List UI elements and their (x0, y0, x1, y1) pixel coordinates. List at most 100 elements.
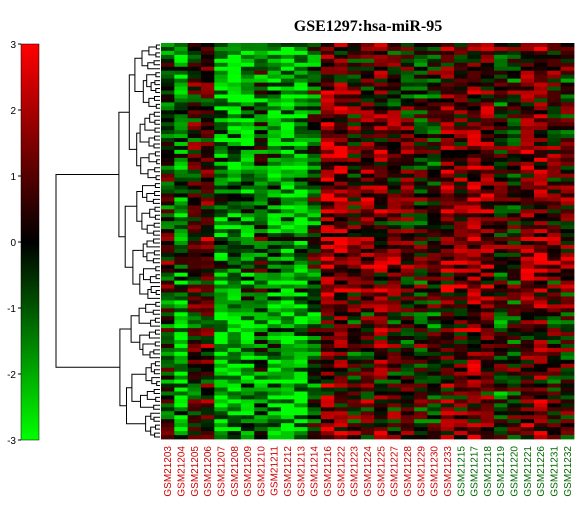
heatmap-cell (454, 288, 468, 293)
heatmap-cell (467, 70, 482, 76)
heatmap-cell (347, 296, 362, 301)
heatmap-cell (467, 50, 482, 56)
heatmap-cell (534, 106, 548, 111)
heatmap-cell (214, 130, 229, 135)
heatmap-cell (547, 328, 562, 333)
heatmap-cell (547, 142, 562, 147)
heatmap-cell (254, 316, 268, 321)
heatmap-cell (347, 379, 362, 384)
heatmap-cell (214, 355, 229, 361)
heatmap-cell (414, 435, 428, 440)
heatmap-cell (507, 347, 522, 353)
heatmap-cell (347, 197, 362, 202)
heatmap-cell (240, 264, 255, 270)
heatmap-cell (280, 363, 295, 369)
heatmap-cell (334, 316, 348, 321)
heatmap-cell (400, 193, 415, 198)
heatmap-cell (280, 221, 295, 226)
heatmap-cell (480, 43, 495, 48)
heatmap-cell (254, 149, 268, 155)
heatmap-cell (227, 110, 242, 115)
heatmap-cell (267, 268, 282, 274)
heatmap-cell (174, 145, 189, 151)
heatmap-cell (440, 110, 455, 115)
heatmap-cell (227, 130, 242, 135)
heatmap-cell (200, 86, 215, 91)
heatmap-cell (454, 292, 468, 297)
heatmap-cell (254, 363, 268, 369)
heatmap-cell (534, 173, 548, 179)
heatmap-cell (454, 260, 468, 266)
heatmap-cell (374, 427, 388, 432)
heatmap-cell (227, 308, 242, 313)
heatmap-cell (454, 118, 468, 123)
heatmap-cell (467, 90, 482, 95)
heatmap-cell (254, 419, 268, 424)
heatmap-cell (347, 284, 362, 289)
heatmap-cell (507, 324, 522, 329)
heatmap-cell (240, 106, 255, 111)
heatmap-cell (200, 383, 215, 388)
heatmap-cell (547, 114, 562, 119)
heatmap-cell (560, 149, 575, 155)
heatmap-cell (161, 288, 175, 293)
heatmap-cell (494, 126, 508, 131)
heatmap-cell (267, 304, 282, 309)
heatmap-cell (520, 94, 535, 99)
heatmap-cell (294, 280, 308, 285)
heatmap-cell (387, 419, 402, 424)
heatmap-cell (307, 347, 322, 353)
heatmap-cell (480, 233, 495, 238)
heatmap-cell (454, 62, 468, 68)
heatmap-cell (547, 284, 562, 289)
heatmap-cell (360, 280, 375, 285)
heatmap-cell (161, 205, 175, 210)
heatmap-cell (560, 435, 575, 440)
heatmap-cell (161, 66, 175, 72)
heatmap-cell (307, 415, 322, 420)
heatmap-cell (187, 312, 202, 317)
heatmap-cell (494, 233, 508, 238)
heatmap-cell (494, 209, 508, 214)
heatmap-cell (280, 256, 295, 262)
heatmap-cell (387, 407, 402, 412)
heatmap-cell (347, 248, 362, 254)
heatmap-cell (320, 86, 335, 91)
heatmap-cell (374, 304, 388, 309)
heatmap-cell (494, 272, 508, 278)
heatmap-cell (360, 296, 375, 301)
heatmap-cell (467, 165, 482, 171)
heatmap-cell (414, 54, 428, 60)
heatmap-cell (320, 304, 335, 309)
heatmap-cell (240, 244, 255, 250)
heatmap-cell (454, 272, 468, 278)
heatmap-cell (360, 173, 375, 179)
heatmap-cell (560, 343, 575, 349)
heatmap-cell (414, 347, 428, 353)
dendrogram-branch (154, 191, 160, 196)
heatmap-cell (507, 114, 522, 119)
heatmap-cell (534, 296, 548, 301)
heatmap-cell (534, 379, 548, 384)
heatmap-cell (520, 308, 535, 313)
heatmap-cell (414, 268, 428, 274)
heatmap-cell (347, 308, 362, 313)
heatmap-cell (520, 256, 535, 262)
heatmap-cell (467, 288, 482, 293)
heatmap-cell (254, 225, 268, 230)
heatmap-cell (334, 225, 348, 230)
heatmap-cell (294, 94, 308, 99)
heatmap-cell (507, 90, 522, 95)
heatmap-cell (214, 383, 229, 388)
heatmap-cell (200, 130, 215, 135)
heatmap-cell (280, 411, 295, 416)
heatmap-cell (387, 185, 402, 190)
heatmap-cell (427, 118, 442, 123)
heatmap-cell (307, 114, 322, 119)
heatmap-cell (267, 272, 282, 278)
heatmap-cell (360, 415, 375, 420)
heatmap-cell (254, 347, 268, 353)
heatmap-cell (267, 347, 282, 353)
heatmap-cell (360, 395, 375, 400)
heatmap-cell (174, 241, 189, 246)
